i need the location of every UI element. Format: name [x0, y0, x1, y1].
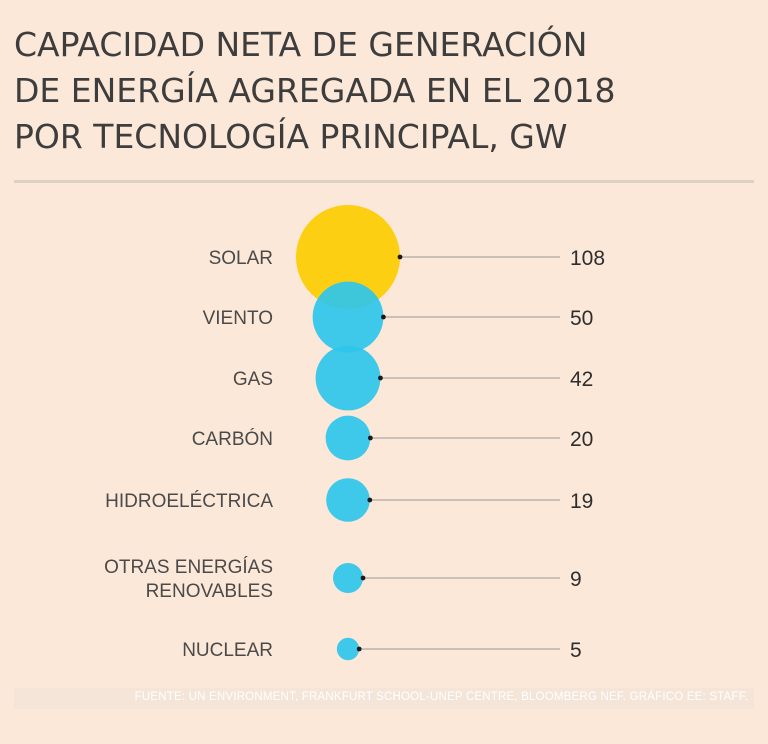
leader-lines	[359, 256, 560, 650]
anchor-dots	[356, 254, 403, 652]
bubble-solar	[296, 205, 400, 309]
anchor-dot-viento	[380, 314, 386, 320]
bubble-gas	[315, 345, 381, 411]
bubble-viento	[312, 281, 384, 353]
source-footer: FUENTE: UN ENVIRONMENT, FRANKFURT SCHOOL…	[14, 688, 754, 709]
category-label-nuclear: NUCLEAR	[182, 640, 273, 661]
category-label-carbon: CARBÓN	[192, 428, 273, 450]
title-divider	[14, 180, 754, 183]
value-label-solar: 108	[570, 247, 605, 270]
value-labels: 108 50 42 20 19 9 5	[570, 247, 605, 662]
bubble-nuclear	[336, 637, 360, 661]
category-labels: SOLAR VIENTO GAS CARBÓN HIDROELÉCTRICA OTRAS …	[104, 248, 273, 661]
anchor-dot-nuclear	[356, 646, 362, 652]
category-label-solar: SOLAR	[209, 248, 273, 269]
anchor-dot-hidroelectrica	[367, 497, 373, 503]
bubbles	[296, 205, 400, 661]
bubble-carbon	[325, 415, 371, 461]
bubble-otras-energias-renovables	[332, 562, 364, 594]
chart-title: CAPACIDAD NETA DE GENERACIÓN DE ENERGÍA …	[14, 22, 754, 160]
value-label-hidroelectrica: 19	[570, 490, 593, 513]
value-label-viento: 50	[570, 307, 593, 330]
category-label-otras-energias-renovables-1: OTRAS ENERGÍAS	[104, 557, 273, 578]
anchor-dot-gas	[378, 375, 383, 381]
anchor-dot-otras-energias-renovables	[360, 575, 366, 581]
value-label-otras-energias-renovables: 9	[570, 568, 582, 591]
bubble-hidroelectrica	[326, 478, 370, 522]
category-label-otras-energias-renovables-2: RENOVABLES	[146, 581, 273, 602]
value-label-carbon: 20	[570, 428, 593, 451]
value-label-nuclear: 5	[570, 639, 582, 662]
chart-title-line-2: DE ENERGÍA AGREGADA EN EL 2018	[14, 71, 616, 110]
anchor-dot-solar	[397, 254, 403, 260]
category-label-gas: GAS	[233, 369, 273, 390]
chart-title-line-3: POR TECNOLOGÍA PRINCIPAL, GW	[14, 117, 568, 156]
anchor-dot-carbon	[367, 435, 373, 441]
chart-title-line-1: CAPACIDAD NETA DE GENERACIÓN	[14, 25, 588, 64]
category-label-hidroelectrica: HIDROELÉCTRICA	[105, 491, 273, 512]
source-text: FUENTE: UN ENVIRONMENT, FRANKFURT SCHOOL…	[134, 691, 748, 703]
category-label-viento: VIENTO	[203, 308, 273, 329]
value-label-gas: 42	[570, 368, 593, 391]
